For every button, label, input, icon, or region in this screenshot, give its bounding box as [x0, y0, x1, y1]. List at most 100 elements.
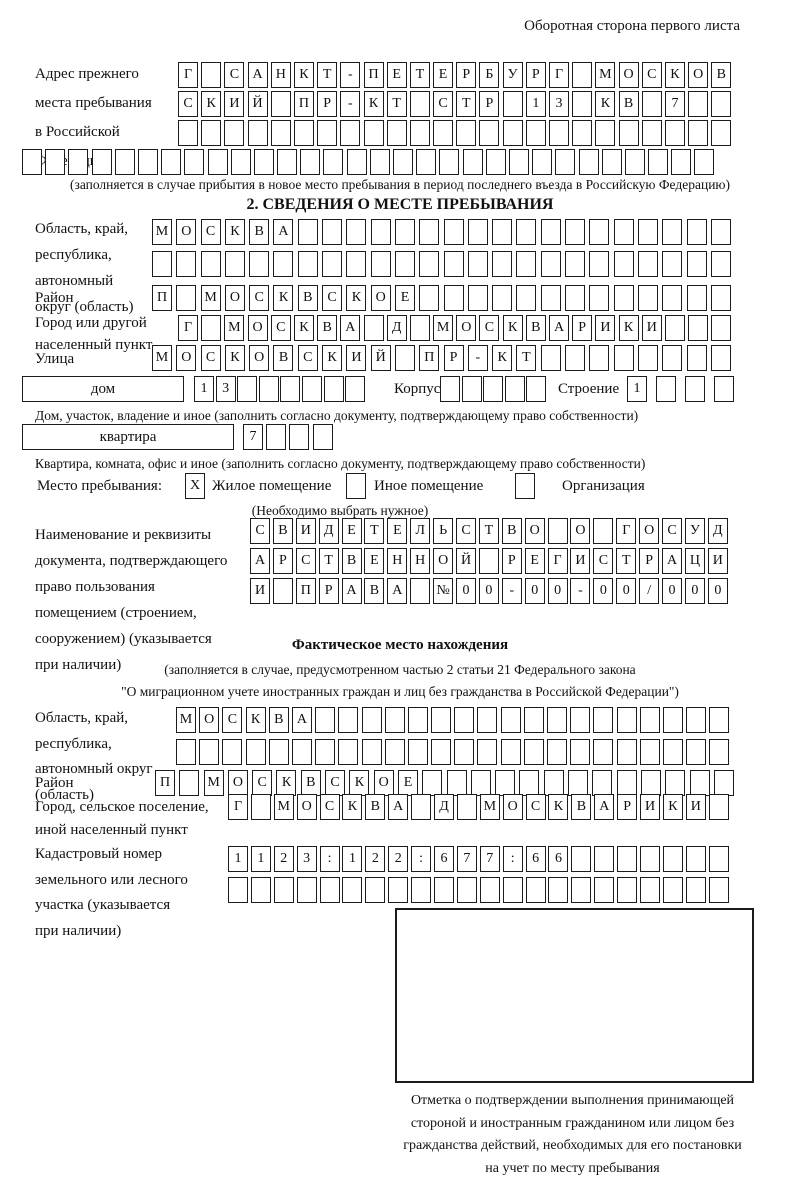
char-box[interactable]: А — [341, 578, 362, 604]
char-box[interactable]: М — [224, 315, 245, 341]
char-box[interactable]: Р — [318, 578, 339, 604]
char-box[interactable]: О — [199, 707, 220, 733]
char-box[interactable]: П — [155, 770, 175, 796]
char-box[interactable] — [363, 315, 384, 341]
char-box[interactable]: В — [711, 62, 732, 88]
char-box[interactable]: К — [363, 91, 384, 117]
char-box[interactable] — [711, 315, 732, 341]
char-box[interactable] — [492, 251, 513, 277]
char-box[interactable]: А — [662, 548, 683, 574]
char-box[interactable]: 1 — [228, 846, 248, 872]
char-box[interactable] — [293, 120, 314, 146]
char-box[interactable] — [443, 219, 464, 245]
char-box[interactable] — [462, 149, 483, 175]
char-box[interactable] — [502, 877, 523, 903]
char-box[interactable]: К — [224, 219, 245, 245]
char-box[interactable]: А — [273, 219, 294, 245]
char-box[interactable] — [346, 219, 367, 245]
char-box[interactable]: : — [411, 846, 432, 872]
char-box[interactable] — [273, 877, 294, 903]
char-box[interactable] — [540, 345, 561, 371]
char-box[interactable] — [319, 877, 340, 903]
char-box[interactable] — [500, 739, 521, 765]
char-box[interactable] — [297, 251, 318, 277]
char-box[interactable] — [258, 376, 279, 402]
char-box[interactable]: О — [247, 315, 268, 341]
char-box[interactable]: 0 — [684, 578, 705, 604]
char-box[interactable] — [648, 149, 669, 175]
char-box[interactable] — [589, 219, 610, 245]
char-box[interactable] — [593, 518, 614, 544]
char-box[interactable]: А — [340, 315, 361, 341]
char-box[interactable]: О — [502, 794, 523, 820]
char-box[interactable]: 0 — [662, 578, 683, 604]
char-box[interactable]: О — [639, 518, 660, 544]
char-box[interactable]: О — [224, 285, 245, 311]
char-box[interactable] — [571, 877, 592, 903]
char-box[interactable]: Д — [707, 518, 728, 544]
char-box[interactable]: И — [707, 548, 728, 574]
char-box[interactable] — [710, 219, 731, 245]
char-box[interactable] — [616, 770, 637, 796]
char-box[interactable]: Н — [387, 548, 408, 574]
char-box[interactable]: 3 — [549, 91, 569, 117]
char-box[interactable]: 0 — [478, 578, 499, 604]
char-box[interactable]: В — [525, 315, 546, 341]
char-box[interactable]: К — [595, 91, 616, 117]
char-box[interactable] — [207, 149, 228, 175]
char-box[interactable]: В — [501, 518, 522, 544]
char-box[interactable] — [640, 877, 661, 903]
char-box[interactable]: В — [365, 794, 386, 820]
char-box[interactable]: И — [224, 91, 245, 117]
char-box[interactable]: С — [325, 770, 346, 796]
char-box[interactable]: М — [433, 315, 454, 341]
char-box[interactable] — [593, 707, 614, 733]
char-box[interactable] — [711, 120, 732, 146]
char-box[interactable]: 0 — [593, 578, 614, 604]
char-box[interactable] — [365, 877, 386, 903]
char-box[interactable]: И — [250, 578, 270, 604]
char-box[interactable] — [45, 149, 66, 175]
char-box[interactable]: Р — [456, 62, 477, 88]
char-box[interactable] — [410, 578, 431, 604]
char-box[interactable]: Г — [228, 794, 248, 820]
char-box[interactable]: К — [201, 91, 222, 117]
char-box[interactable]: Н — [410, 548, 431, 574]
char-box[interactable] — [361, 707, 382, 733]
char-box[interactable]: П — [293, 91, 314, 117]
char-box[interactable] — [266, 424, 287, 450]
char-box[interactable] — [394, 219, 415, 245]
char-box[interactable] — [277, 149, 298, 175]
char-box[interactable]: 6 — [525, 846, 546, 872]
char-box[interactable]: Е — [433, 62, 454, 88]
char-box[interactable] — [249, 251, 270, 277]
char-box[interactable]: А — [549, 315, 569, 341]
char-box[interactable]: М — [200, 285, 221, 311]
char-box[interactable] — [571, 846, 592, 872]
char-box[interactable]: - — [501, 578, 522, 604]
char-box[interactable]: 7 — [664, 91, 685, 117]
char-box[interactable]: С — [270, 315, 291, 341]
char-box[interactable]: О — [433, 548, 454, 574]
char-box[interactable]: М — [203, 770, 224, 796]
char-box[interactable] — [617, 877, 638, 903]
char-box[interactable]: Е — [524, 548, 545, 574]
char-box[interactable] — [431, 739, 452, 765]
char-box[interactable] — [565, 345, 586, 371]
char-box[interactable] — [637, 285, 658, 311]
char-box[interactable] — [708, 877, 729, 903]
char-box[interactable] — [504, 376, 525, 402]
char-box[interactable] — [540, 285, 561, 311]
char-box[interactable]: / — [639, 578, 660, 604]
char-box[interactable] — [315, 739, 336, 765]
char-box[interactable]: Г — [616, 518, 637, 544]
char-box[interactable] — [665, 770, 686, 796]
char-box[interactable]: У — [502, 62, 523, 88]
char-box[interactable] — [547, 739, 567, 765]
char-box[interactable]: С — [297, 345, 318, 371]
char-box[interactable] — [616, 707, 637, 733]
char-box[interactable] — [419, 285, 440, 311]
char-box[interactable] — [467, 251, 488, 277]
char-box[interactable] — [565, 251, 586, 277]
char-box[interactable] — [540, 251, 561, 277]
